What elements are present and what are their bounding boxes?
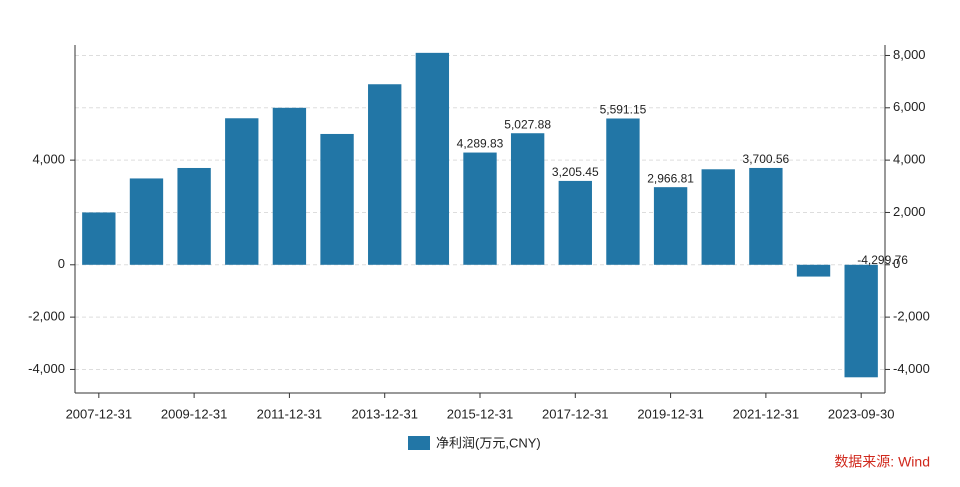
legend-label: 净利润(万元,CNY) [436, 435, 541, 450]
bar [558, 180, 592, 265]
bar [368, 84, 402, 265]
x-tick-label: 2015-12-31 [447, 406, 514, 421]
bar [606, 118, 640, 265]
value-label: 5,027.88 [504, 117, 551, 131]
x-tick-label: 2013-12-31 [351, 406, 418, 421]
y-tick-label: -2,000 [28, 309, 65, 324]
y2-tick-label: 6,000 [893, 99, 926, 114]
value-label: 3,700.56 [743, 152, 790, 166]
bar [796, 264, 831, 277]
y2-tick-label: -2,000 [893, 309, 930, 324]
bar [844, 264, 878, 378]
x-tick-label: 2023-09-30 [828, 406, 895, 421]
value-label: 4,289.83 [457, 137, 504, 151]
y-tick-label: 0 [58, 256, 65, 271]
y-tick-label: -4,000 [28, 361, 65, 376]
y2-tick-label: 2,000 [893, 204, 926, 219]
bar [463, 152, 497, 265]
bar [415, 52, 450, 265]
bar [701, 169, 735, 265]
bar [225, 118, 259, 265]
value-label: 5,591.15 [600, 103, 647, 117]
y-tick-label: 4,000 [32, 152, 65, 167]
value-label: 3,205.45 [552, 165, 599, 179]
y2-tick-label: 8,000 [893, 47, 926, 62]
value-label: 2,966.81 [647, 171, 694, 185]
bar [510, 133, 545, 265]
bar [749, 167, 783, 265]
x-tick-label: 2019-12-31 [637, 406, 704, 421]
legend-swatch [408, 436, 430, 450]
y2-tick-label: 0 [893, 256, 900, 271]
bar [272, 107, 307, 265]
y2-tick-label: -4,000 [893, 361, 930, 376]
x-tick-label: 2017-12-31 [542, 406, 609, 421]
x-tick-label: 2021-12-31 [733, 406, 800, 421]
x-tick-label: 2007-12-31 [66, 406, 133, 421]
bar [129, 178, 164, 265]
x-tick-label: 2011-12-31 [257, 406, 323, 421]
bar [82, 212, 116, 265]
value-label: -4,299.76 [857, 253, 908, 267]
x-tick-label: 2009-12-31 [161, 406, 228, 421]
source-note: 数据来源: Wind [834, 454, 930, 470]
bar [177, 167, 211, 265]
bar [653, 187, 688, 265]
y2-tick-label: 4,000 [893, 152, 926, 167]
bar [320, 133, 354, 265]
